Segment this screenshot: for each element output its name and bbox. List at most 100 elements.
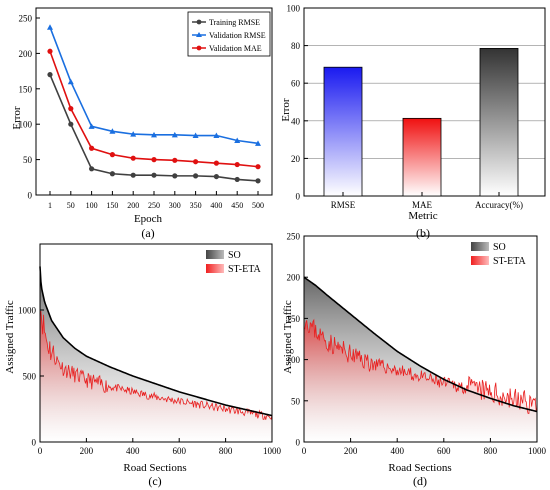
panel-c-legend-label-st-eta: ST-ETA bbox=[228, 264, 261, 275]
panel-d-caption: (d) bbox=[413, 474, 427, 488]
panel-a-caption: (a) bbox=[141, 226, 154, 240]
panel-c-xtick-label: 200 bbox=[80, 446, 94, 456]
panel-b-ytick-label: 80 bbox=[291, 41, 301, 51]
panel-c-ytick-label: 0 bbox=[32, 438, 37, 448]
panel-a-point bbox=[171, 131, 178, 138]
panel-a-xtick-label: 200 bbox=[127, 201, 139, 210]
panel-a-legend-label: Validation RMSE bbox=[209, 31, 266, 40]
panel-d-so-line bbox=[303, 276, 538, 413]
panel-d-ytick-label: 100 bbox=[287, 355, 301, 365]
panel-a-xtick-label: 150 bbox=[106, 201, 118, 210]
panel-a-point bbox=[255, 178, 261, 184]
panel-a-point bbox=[68, 106, 74, 112]
panel-b-xtick-label: Accuracy(%) bbox=[475, 200, 523, 210]
panel-d-ytick-label: 250 bbox=[287, 232, 301, 242]
panel-d-st-eta-area bbox=[304, 320, 537, 442]
panel-d-legend-swatch-st-eta bbox=[471, 256, 489, 265]
panel-a-xtick-label: 250 bbox=[148, 201, 160, 210]
panel-a-point bbox=[109, 152, 115, 158]
panel-c-frame bbox=[39, 243, 273, 443]
panel-d-xtick-label: 400 bbox=[390, 446, 404, 456]
panel-b-ytick-label: 40 bbox=[291, 116, 301, 126]
panel-a-legend-marker bbox=[196, 19, 202, 25]
panel-a-xtick-label: 1 bbox=[48, 201, 52, 210]
panel-a-xtick-label: 500 bbox=[252, 201, 264, 210]
panel-b-ytick-label: 100 bbox=[287, 4, 301, 14]
panel-b-ytick-label: 60 bbox=[291, 79, 301, 89]
panel-a-point bbox=[193, 159, 199, 165]
panel-a-legend-label: Validation MAE bbox=[209, 44, 262, 53]
panel-b-ylabel: Error bbox=[280, 98, 292, 122]
panel-a-point bbox=[234, 137, 241, 143]
panel-a-point bbox=[234, 161, 240, 168]
panel-a-point bbox=[151, 131, 157, 138]
panel-c: Road Sections Assigned Traffic (c) bbox=[4, 300, 187, 488]
panel-d-xlabel: Road Sections bbox=[388, 462, 451, 474]
panel-a-xtick-label: 300 bbox=[169, 201, 181, 210]
panel-b-xtick-label: RMSE bbox=[331, 200, 356, 210]
panel-a-point bbox=[130, 131, 137, 137]
panel-d-ytick-label: 150 bbox=[287, 314, 301, 324]
panel-c-xtick-label: 0 bbox=[38, 446, 43, 456]
panel-a-legend-marker bbox=[196, 32, 202, 37]
panel-a-ytick-label: 200 bbox=[19, 49, 33, 59]
panel-c-st-eta-area bbox=[40, 311, 272, 442]
panel-a-point bbox=[89, 166, 95, 172]
panel-c-xtick-label: 400 bbox=[126, 446, 140, 456]
panel-b-ytick-label: 20 bbox=[291, 154, 301, 164]
panel-d-ytick-label: 200 bbox=[287, 273, 301, 283]
panel-b-xlabel: Metric bbox=[408, 210, 437, 222]
panel-d-xtick-label: 600 bbox=[437, 446, 451, 456]
panel-a-point bbox=[234, 176, 240, 183]
panel-a-xtick-label: 450 bbox=[231, 201, 243, 210]
panel-c-legend-swatch-st-eta bbox=[206, 264, 224, 273]
panel-a-point bbox=[88, 123, 95, 129]
panel-d-ytick-label: 50 bbox=[291, 396, 301, 406]
panel-d-xtick-label: 1000 bbox=[528, 446, 547, 456]
panel-d: Road Sections Assigned Traffic (d) bbox=[282, 300, 452, 488]
panel-d-xtick-label: 800 bbox=[484, 446, 498, 456]
panel-d-legend-swatch-so bbox=[471, 242, 489, 251]
panel-c-caption: (c) bbox=[148, 474, 161, 488]
panel-c-xtick-label: 1000 bbox=[263, 446, 282, 456]
panel-a-point bbox=[47, 72, 53, 78]
panel-c-legend-label-so: SO bbox=[228, 250, 241, 261]
panel-a-xtick-label: 50 bbox=[67, 201, 75, 210]
panel-a-xtick-label: 350 bbox=[190, 201, 202, 210]
panel-c-ytick-label: 500 bbox=[23, 372, 37, 382]
panel-b-ytick-label: 0 bbox=[296, 192, 301, 202]
panel-a-xtick-label: 400 bbox=[210, 201, 222, 210]
panel-d-xtick-label: 200 bbox=[344, 446, 358, 456]
panel-a-point bbox=[130, 172, 136, 178]
panel-c-xtick-label: 800 bbox=[219, 446, 233, 456]
panel-a-ytick-label: 100 bbox=[19, 120, 33, 130]
panel-a-xlabel: Epoch bbox=[134, 213, 163, 225]
panel-b-bar bbox=[479, 48, 519, 197]
panel-c-xlabel: Road Sections bbox=[123, 462, 186, 474]
panel-b-bar bbox=[323, 66, 363, 197]
panel-a-point bbox=[151, 172, 157, 178]
panel-a-point bbox=[255, 164, 261, 170]
panel-a-legend-marker bbox=[196, 45, 202, 51]
panel-c-xtick-label: 600 bbox=[172, 446, 186, 456]
panel-a-point bbox=[255, 140, 261, 146]
panel-a: Epoch Error (a) bbox=[11, 106, 163, 240]
panel-a-point bbox=[213, 160, 219, 166]
panel-d-ylabel: Assigned Traffic bbox=[282, 300, 294, 374]
panel-c-ylabel: Assigned Traffic bbox=[4, 300, 16, 374]
panel-a-point bbox=[213, 132, 220, 139]
panel-a-ytick-label: 0 bbox=[28, 191, 33, 201]
panel-a-xtick-label: 100 bbox=[86, 201, 98, 210]
panel-c-ytick-label: 1000 bbox=[18, 306, 37, 316]
panel-b-xtick-label: MAE bbox=[412, 200, 433, 210]
panel-c-legend-swatch-so bbox=[206, 250, 224, 259]
panel-a-point bbox=[109, 171, 115, 177]
panel-a-point bbox=[47, 48, 53, 54]
panel-a-point bbox=[192, 132, 199, 139]
panel-c-so-line bbox=[39, 266, 273, 417]
panel-b-bar bbox=[402, 117, 442, 197]
panel-a-ytick-label: 50 bbox=[23, 155, 33, 165]
panel-c-st-eta-line bbox=[39, 310, 273, 420]
panel-a-point bbox=[109, 128, 116, 134]
